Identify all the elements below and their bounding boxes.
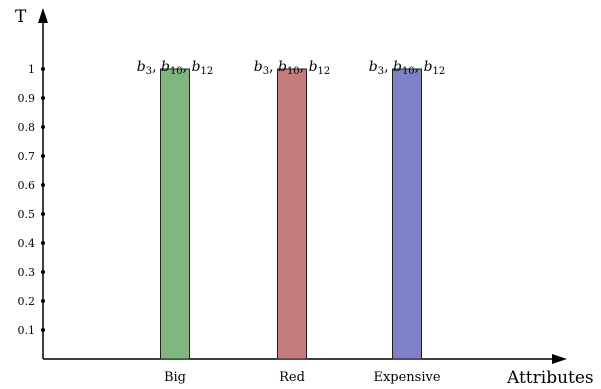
bar-red	[277, 68, 307, 360]
x-axis-title: Attributes	[506, 368, 594, 388]
y-tick-label: 0.7	[18, 150, 36, 163]
annotation-base: b	[137, 59, 146, 75]
annotation-separator: ,	[152, 59, 161, 75]
annotation-base: b	[192, 59, 201, 75]
annotation-base: b	[254, 59, 263, 75]
y-tick-mark	[41, 183, 45, 187]
annotation-subscript: 10	[170, 66, 183, 77]
x-axis-arrow	[552, 354, 567, 364]
y-tick-mark	[41, 125, 45, 129]
y-axis-arrow	[38, 8, 48, 23]
annotation-separator: ,	[183, 59, 192, 75]
bar-annotation: b3, b10, b12	[254, 59, 331, 77]
y-tick-label: 0.6	[18, 179, 36, 192]
y-tick-label: 0.9	[18, 92, 36, 105]
y-tick-mark	[41, 154, 45, 158]
y-tick-label: 0.4	[18, 237, 36, 250]
y-tick-label: 0.5	[18, 208, 36, 221]
y-tick-mark	[41, 299, 45, 303]
annotation-subscript: 10	[287, 66, 300, 77]
bar-annotations: b3, b10, b12 b3, b10, b12 b3, b10, b12	[137, 59, 446, 77]
y-tick-label: 0.3	[18, 266, 36, 279]
y-tick-mark	[41, 241, 45, 245]
annotation-base: b	[369, 59, 378, 75]
y-tick-mark	[41, 270, 45, 274]
category-label: Big	[164, 370, 186, 385]
y-tick-mark	[41, 328, 45, 332]
annotation-subscript: 12	[433, 66, 446, 77]
annotation-subscript: 10	[402, 66, 415, 77]
y-tick-label: 0.1	[18, 324, 36, 337]
bar-expensive	[392, 68, 422, 360]
y-ticks: 0.1 0.2 0.3 0.4 0.5 0.6 0.7 0.8 0.9 1	[18, 63, 45, 337]
y-tick-label: 0.2	[18, 295, 36, 308]
annotation-subscript: 12	[201, 66, 214, 77]
annotation-subscript: 3	[146, 66, 152, 77]
bar-annotation: b3, b10, b12	[369, 59, 446, 77]
annotation-base: b	[278, 59, 287, 75]
annotation-base: b	[424, 59, 433, 75]
y-tick-label: 1	[28, 63, 35, 76]
bar-big	[160, 68, 190, 360]
y-tick-label: 0.8	[18, 121, 36, 134]
annotation-separator: ,	[269, 59, 278, 75]
y-tick-mark	[41, 67, 45, 71]
annotation-subscript: 3	[263, 66, 269, 77]
annotation-base: b	[161, 59, 170, 75]
annotation-separator: ,	[384, 59, 393, 75]
category-label: Red	[279, 370, 305, 385]
y-tick-mark	[41, 212, 45, 216]
bars	[160, 68, 422, 360]
annotation-separator: ,	[300, 59, 309, 75]
annotation-subscript: 3	[378, 66, 384, 77]
annotation-separator: ,	[415, 59, 424, 75]
annotation-base: b	[309, 59, 318, 75]
bar-annotation: b3, b10, b12	[137, 59, 214, 77]
y-axis-title: T	[15, 7, 27, 27]
y-tick-mark	[41, 96, 45, 100]
category-label: Expensive	[373, 370, 440, 385]
annotation-subscript: 12	[318, 66, 331, 77]
annotation-base: b	[393, 59, 402, 75]
category-labels: Big Red Expensive	[164, 370, 441, 385]
